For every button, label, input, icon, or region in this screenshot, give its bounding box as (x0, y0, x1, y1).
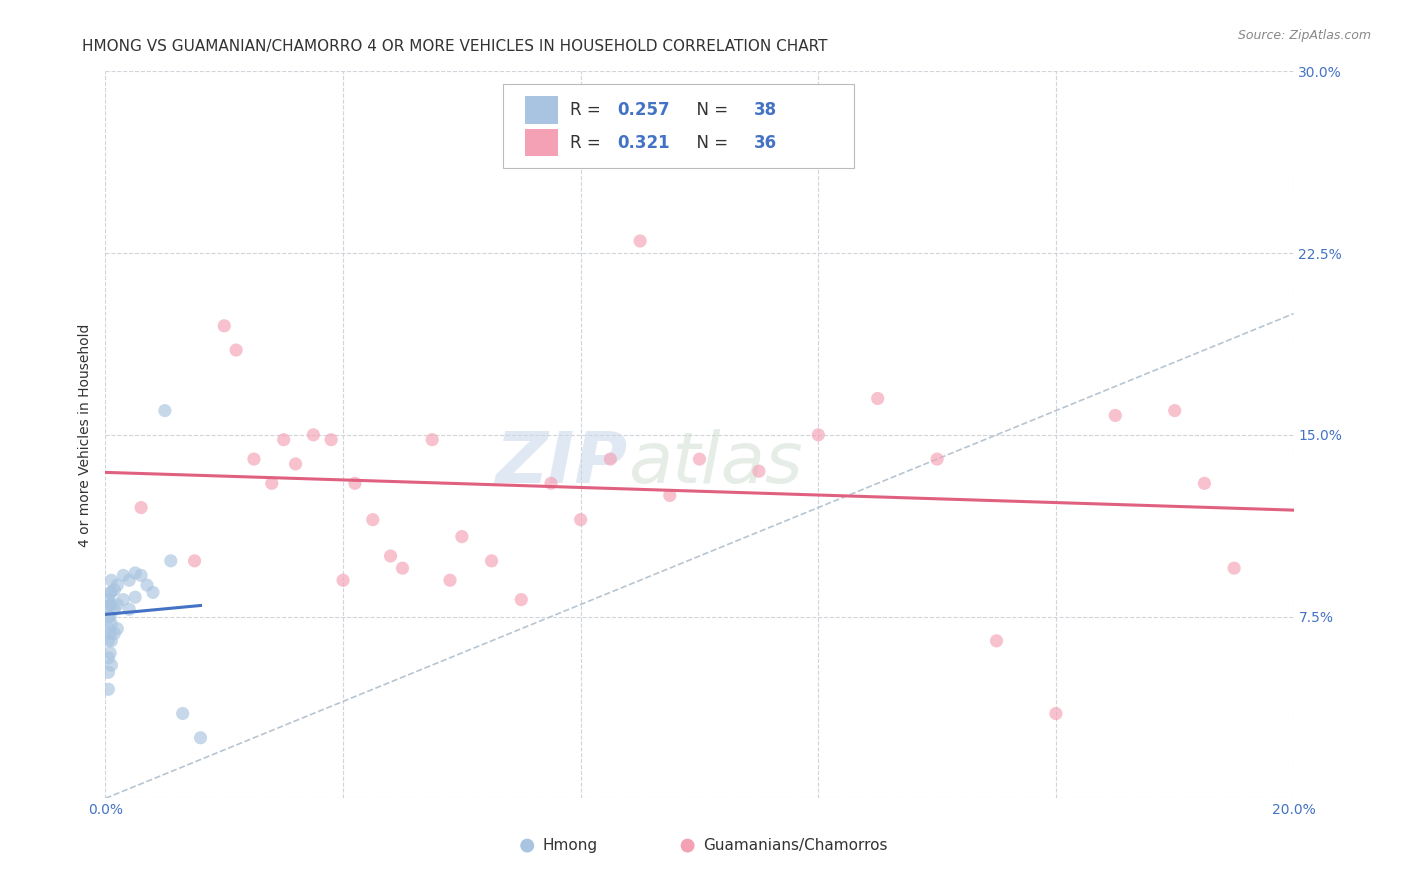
Point (391, 561, 413, 575)
Point (260, 476, 283, 491)
Point (97, 622, 120, 636)
Text: ZIP: ZIP (496, 429, 628, 499)
Point (1194, 476, 1216, 491)
Point (98, 609, 121, 624)
Point (273, 433, 295, 447)
Point (1045, 706, 1067, 721)
Point (97, 609, 120, 624)
Point (98, 598, 121, 612)
Point (599, 452, 621, 467)
Point (97, 592, 120, 607)
Point (103, 626, 125, 640)
Point (129, 500, 152, 515)
Point (112, 568, 135, 582)
Point (100, 585, 122, 599)
Point (129, 568, 152, 582)
Point (100, 633, 122, 648)
Text: Source: ZipAtlas.com: Source: ZipAtlas.com (1237, 29, 1371, 42)
Point (97, 633, 120, 648)
Point (97, 665, 120, 680)
Point (172, 706, 194, 721)
Text: atlas: atlas (628, 429, 803, 499)
Point (100, 573, 122, 587)
Text: Hmong: Hmong (543, 838, 598, 853)
Point (481, 554, 503, 568)
Text: N =: N = (686, 101, 734, 119)
Point (343, 476, 366, 491)
Point (103, 602, 125, 616)
Point (748, 464, 770, 478)
Point (136, 578, 159, 592)
Point (124, 591, 146, 605)
Point (100, 598, 122, 612)
Point (689, 452, 711, 467)
Point (225, 343, 247, 357)
Text: 0.321: 0.321 (617, 134, 671, 152)
Point (103, 582, 125, 597)
Y-axis label: 4 or more Vehicles in Household: 4 or more Vehicles in Household (77, 323, 91, 547)
Point (658, 488, 681, 502)
Point (105, 598, 128, 612)
Point (214, 318, 236, 333)
Point (420, 433, 443, 447)
Point (986, 633, 1008, 648)
Point (190, 731, 212, 745)
Point (98, 646, 121, 660)
Point (105, 578, 128, 592)
Point (153, 403, 176, 417)
Point (118, 602, 141, 616)
Text: 0.257: 0.257 (617, 101, 671, 119)
Point (98, 585, 121, 599)
Point (100, 616, 122, 631)
Text: N =: N = (686, 134, 734, 152)
Point (927, 452, 949, 467)
Text: R =: R = (569, 101, 606, 119)
Point (183, 554, 205, 568)
Point (1164, 403, 1187, 417)
Text: 38: 38 (754, 101, 778, 119)
Point (866, 392, 889, 406)
Text: HMONG VS GUAMANIAN/CHAMORRO 4 OR MORE VEHICLES IN HOUSEHOLD CORRELATION CHART: HMONG VS GUAMANIAN/CHAMORRO 4 OR MORE VE… (82, 38, 827, 54)
Point (142, 585, 165, 599)
Point (159, 554, 181, 568)
Text: Guamanians/Chamorros: Guamanians/Chamorros (703, 838, 887, 853)
Point (450, 530, 472, 544)
Point (510, 592, 533, 607)
Point (1223, 561, 1246, 575)
Point (807, 428, 830, 442)
Text: R =: R = (569, 134, 606, 152)
FancyBboxPatch shape (524, 128, 558, 156)
Point (569, 513, 592, 527)
Point (321, 433, 343, 447)
Point (112, 592, 135, 607)
Point (100, 658, 122, 673)
Point (1104, 409, 1126, 423)
Point (124, 566, 146, 580)
Point (540, 476, 562, 491)
Point (332, 573, 354, 587)
Point (361, 513, 384, 527)
Point (243, 452, 266, 467)
Point (98, 626, 121, 640)
FancyBboxPatch shape (503, 85, 853, 168)
FancyBboxPatch shape (524, 96, 558, 124)
Point (628, 234, 651, 248)
Point (284, 457, 307, 471)
Text: 36: 36 (754, 134, 778, 152)
Point (118, 573, 141, 587)
Point (380, 549, 402, 563)
Point (97, 682, 120, 697)
Point (97, 599, 120, 614)
Point (97, 650, 120, 665)
Point (302, 428, 325, 442)
Point (105, 622, 128, 636)
Point (439, 573, 461, 587)
